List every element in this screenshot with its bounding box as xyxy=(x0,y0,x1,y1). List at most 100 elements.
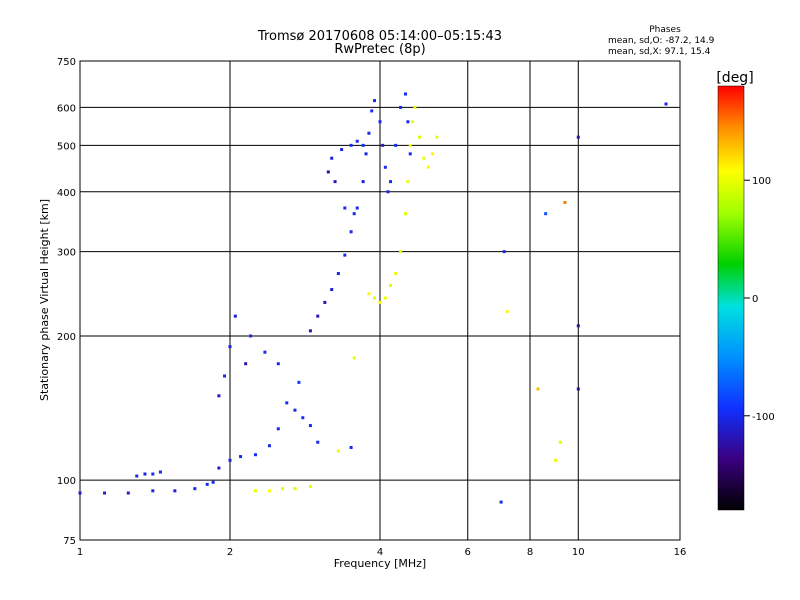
x-tick-label: 6 xyxy=(465,547,471,558)
data-points xyxy=(78,92,668,504)
data-point xyxy=(336,272,340,276)
data-point xyxy=(239,455,243,459)
data-point xyxy=(373,99,377,103)
data-point xyxy=(389,180,393,184)
data-point xyxy=(406,180,410,184)
data-point xyxy=(406,120,410,124)
data-point xyxy=(383,165,387,169)
x-axis-ticks: 1 2 4 6 8 10 16 xyxy=(77,547,687,558)
phases-o-line: mean, sd,O: -87.2, 14.9 xyxy=(608,36,715,46)
data-point xyxy=(297,380,301,384)
data-point xyxy=(326,170,330,174)
data-point xyxy=(217,394,221,398)
data-point xyxy=(205,482,209,486)
data-point xyxy=(664,102,668,106)
data-point xyxy=(126,491,130,495)
x-axis-label: Frequency [MHz] xyxy=(334,557,426,570)
data-point xyxy=(349,445,353,449)
data-point xyxy=(253,453,257,457)
data-point xyxy=(403,212,407,216)
data-point xyxy=(361,180,365,184)
data-point xyxy=(505,309,509,313)
data-point xyxy=(349,230,353,234)
data-point xyxy=(544,212,548,216)
data-point xyxy=(151,489,155,493)
data-point xyxy=(78,491,82,495)
data-point xyxy=(267,444,271,448)
y-tick-label: 300 xyxy=(57,248,76,259)
colorbar-tick-label: 0 xyxy=(752,294,758,305)
data-point xyxy=(389,283,393,287)
data-point xyxy=(553,458,557,462)
y-axis-ticks: 75 100 200 300 400 500 600 750 xyxy=(57,57,76,547)
data-point xyxy=(223,374,227,378)
y-tick-label: 200 xyxy=(57,332,76,343)
data-point xyxy=(378,300,382,304)
data-point xyxy=(417,135,421,139)
colorbar-ticks: 100 0 -100 xyxy=(744,176,775,423)
data-point xyxy=(211,480,215,484)
data-point xyxy=(233,314,237,318)
data-point xyxy=(308,329,312,333)
data-point xyxy=(394,143,398,147)
data-point xyxy=(103,491,107,495)
data-point xyxy=(355,206,359,210)
data-point xyxy=(378,120,382,124)
data-point xyxy=(249,334,253,338)
data-point xyxy=(576,324,580,328)
data-point xyxy=(308,424,312,428)
data-point xyxy=(352,212,356,216)
data-point xyxy=(408,152,412,156)
colorbar xyxy=(717,85,745,511)
data-point xyxy=(364,152,368,156)
data-point xyxy=(276,362,280,366)
data-point xyxy=(308,484,312,488)
data-point xyxy=(426,165,430,169)
data-point xyxy=(173,489,177,493)
data-point xyxy=(340,148,344,152)
data-point xyxy=(499,500,503,504)
chart-title: Tromsø 20170608 05:14:00–05:15:43 xyxy=(257,29,502,44)
data-point xyxy=(253,489,257,493)
data-point xyxy=(330,156,334,160)
data-point xyxy=(403,92,407,96)
data-point xyxy=(408,143,412,147)
data-point xyxy=(158,470,162,474)
data-point xyxy=(343,206,347,210)
y-tick-label: 750 xyxy=(57,57,76,68)
data-point xyxy=(383,296,387,300)
data-point xyxy=(435,135,439,139)
data-point xyxy=(349,143,353,147)
data-point xyxy=(143,472,147,476)
data-point xyxy=(135,474,139,478)
data-point xyxy=(281,487,285,491)
data-point xyxy=(411,120,415,124)
data-point xyxy=(373,296,377,300)
data-point xyxy=(367,131,371,135)
data-point xyxy=(576,387,580,391)
x-tick-label: 1 xyxy=(77,547,83,558)
x-tick-label: 8 xyxy=(527,547,533,558)
data-point xyxy=(316,440,320,444)
x-tick-label: 4 xyxy=(377,547,383,558)
data-point xyxy=(228,345,232,349)
data-point xyxy=(343,253,347,257)
data-point xyxy=(333,180,337,184)
data-point xyxy=(536,387,540,391)
data-point xyxy=(151,472,155,476)
data-point xyxy=(244,362,248,366)
x-tick-label: 16 xyxy=(674,547,687,558)
data-point xyxy=(431,152,435,156)
data-point xyxy=(399,250,403,254)
data-point xyxy=(386,190,390,194)
data-point xyxy=(367,292,371,296)
data-point xyxy=(413,105,417,109)
x-tick-label: 10 xyxy=(572,547,585,558)
data-point xyxy=(293,487,297,491)
grid-lines xyxy=(80,61,680,540)
y-tick-label: 500 xyxy=(57,141,76,152)
y-tick-label: 400 xyxy=(57,188,76,199)
phases-title: Phases xyxy=(649,25,681,35)
y-tick-label: 600 xyxy=(57,103,76,114)
